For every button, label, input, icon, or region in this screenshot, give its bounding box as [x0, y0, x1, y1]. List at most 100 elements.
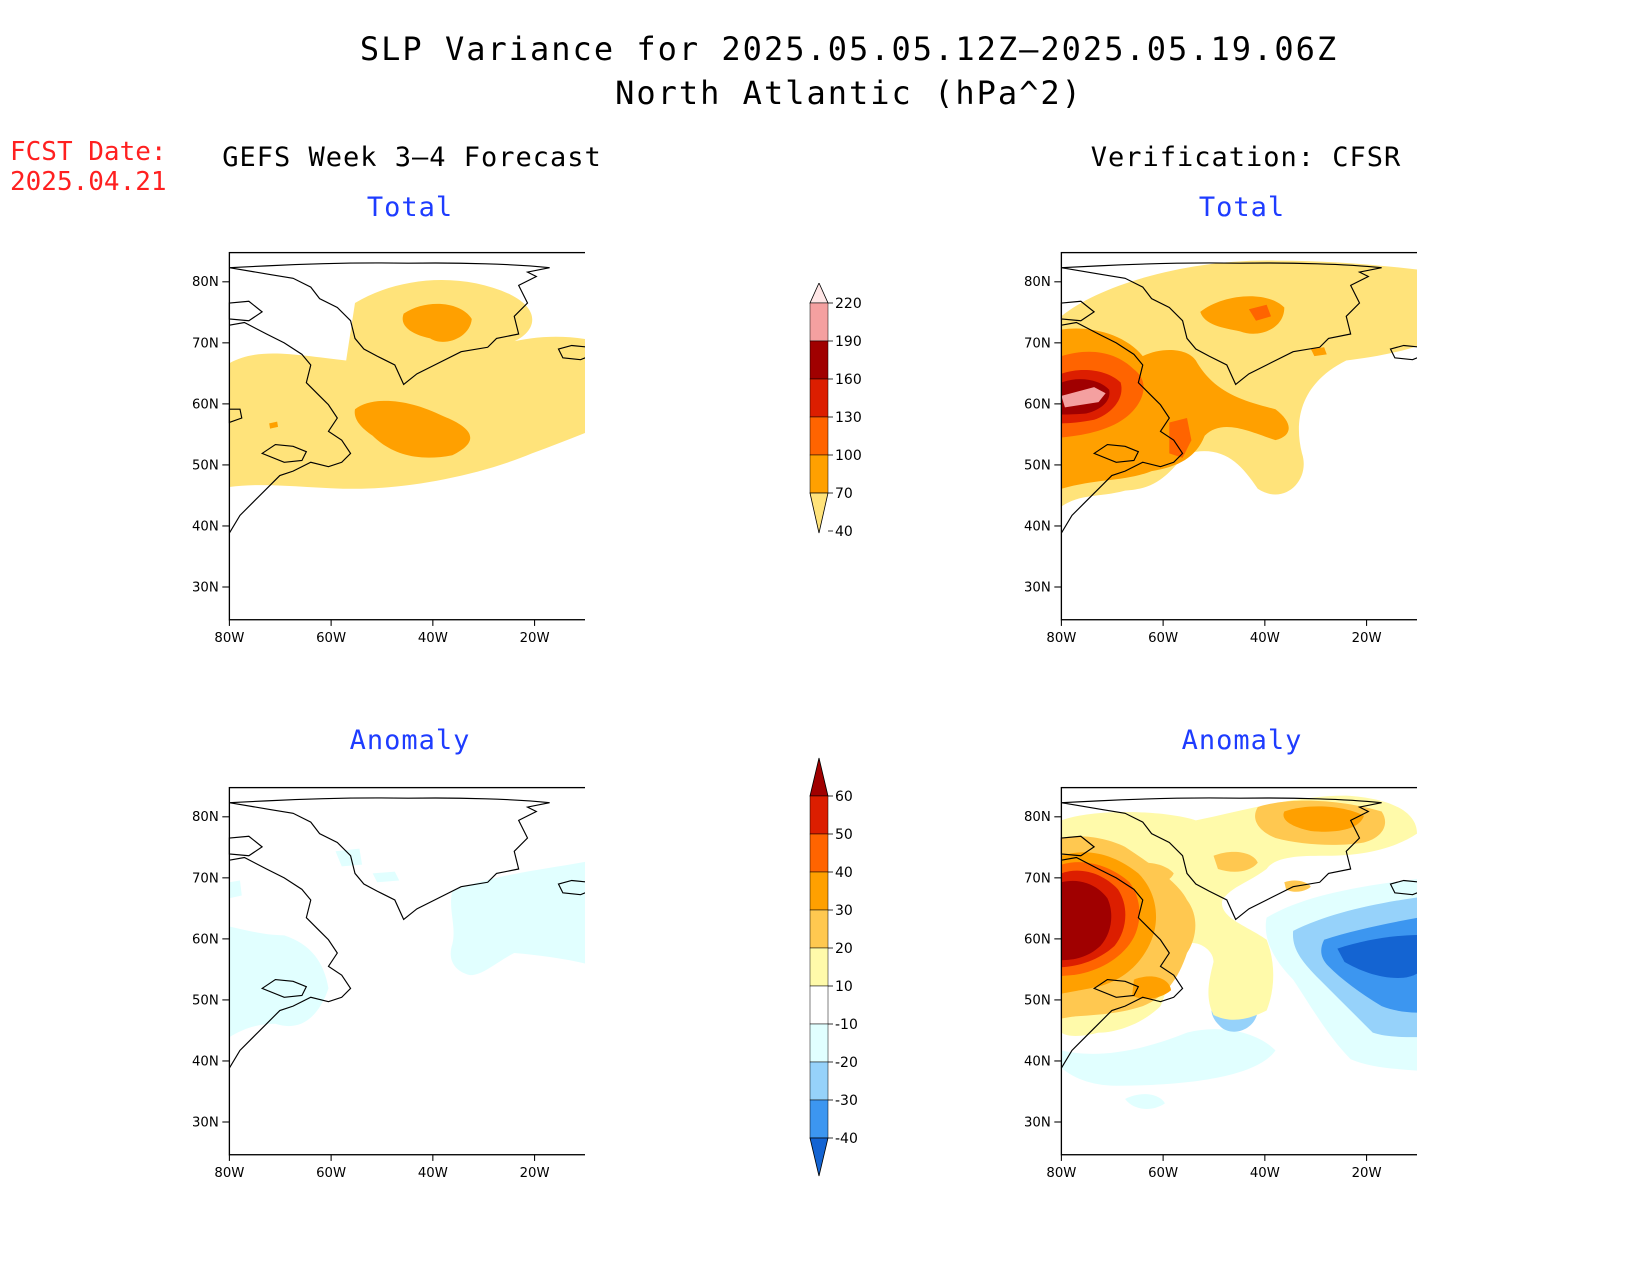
lon-tick-label: 20W [520, 1166, 550, 1181]
lat-tick-label: 70N [192, 336, 219, 351]
colorbar-segment [809, 454, 829, 494]
colorbar-level-label: 160 [835, 372, 862, 388]
lat-tick-label: 40N [192, 519, 219, 534]
coastlines [1060, 797, 1417, 1069]
lat-axis: 80N 70N 60N 50N 40N 30N [192, 275, 230, 595]
colorbar-segment [809, 833, 829, 873]
lon-tick-label: 20W [1352, 631, 1382, 646]
lat-tick-label: 80N [192, 275, 219, 290]
lon-axis: 80W60W40W20W0 [1046, 619, 1382, 646]
colorbar-bottom-arrow [809, 1137, 829, 1177]
lat-tick-label: 60N [1024, 397, 1051, 412]
colorbar-segment [809, 302, 829, 342]
lat-tick-label: 40N [192, 1054, 219, 1069]
fcst-date-value: 2025.04.21 [10, 167, 167, 197]
colorbar-level-label: -30 [835, 1093, 858, 1109]
contour-fill-190-220 [1061, 387, 1106, 408]
lon-tick-label: 40W [1250, 631, 1280, 646]
lon-tick-label: 80W [214, 631, 244, 646]
lat-tick-label: 60N [1024, 932, 1051, 947]
contour-fill-40-70 [229, 280, 585, 489]
lon-axis: 80W60W40W20W0 [214, 1154, 550, 1181]
colorbar-segment [809, 1061, 829, 1101]
lat-tick-label: 60N [192, 932, 219, 947]
lat-tick-label: 30N [192, 1115, 219, 1130]
colorbar-segment [809, 1023, 829, 1063]
colorbar-level-label: -20 [835, 1055, 858, 1071]
colorbar-segment [809, 1099, 829, 1139]
colorbar-level-label: 40 [835, 865, 853, 881]
colorbar-level-label: 100 [835, 448, 862, 464]
lat-tick-label: 50N [192, 458, 219, 473]
lon-tick-label: 80W [214, 1166, 244, 1181]
lat-tick-label: 80N [1024, 810, 1051, 825]
colorbar-segment [809, 795, 829, 835]
colorbar-top-arrow [809, 757, 829, 797]
lon-tick-label: 60W [316, 1166, 346, 1181]
colorbar-segment [809, 909, 829, 949]
colorbar-segment [809, 871, 829, 911]
colorbar-level-label: 220 [835, 296, 862, 312]
panel-title-forecast-total: Total [366, 192, 454, 223]
lat-tick-label: 70N [1024, 871, 1051, 886]
colorbar-level-label: 190 [835, 334, 862, 350]
colorbar-segment [809, 416, 829, 456]
lon-tick-label: 40W [418, 1166, 448, 1181]
column-title-forecast: GEFS Week 3–4 Forecast [222, 142, 602, 173]
colorbar-level-label: 60 [835, 789, 853, 805]
colorbar-level-label: 20 [835, 941, 853, 957]
lon-tick-label: 80W [1046, 1166, 1076, 1181]
colorbar-level-label: -40 [835, 1131, 858, 1147]
lat-tick-label: 50N [192, 993, 219, 1008]
colorbar-level-label: 30 [835, 903, 853, 919]
colorbar-level-label: 70 [835, 486, 853, 502]
lon-tick-label: 20W [1352, 1166, 1382, 1181]
panel-title-forecast-anomaly: Anomaly [349, 725, 471, 756]
contour-fill-below-neg40 [1337, 934, 1417, 978]
figure-title-line1: SLP Variance for 2025.05.05.12Z–2025.05.… [359, 30, 1339, 68]
panel-title-verification-anomaly: Anomaly [1181, 725, 1303, 756]
lat-tick-label: 30N [192, 580, 219, 595]
lat-tick-label: 40N [1024, 519, 1051, 534]
coastlines [1060, 262, 1417, 534]
lat-tick-label: 80N [192, 810, 219, 825]
lon-axis: 80W60W40W20W0 [214, 619, 550, 646]
fcst-date-label: FCST Date: [10, 137, 167, 167]
colorbar-segment [809, 985, 829, 1025]
contour-fill-neg20-neg10 [229, 848, 585, 1038]
lat-tick-label: 50N [1024, 458, 1051, 473]
coastlines [228, 262, 585, 534]
colorbar-segment [809, 378, 829, 418]
lon-tick-label: 40W [418, 631, 448, 646]
colorbar-total: 220 190 160 130 100 70 40 [809, 283, 862, 540]
coastlines [228, 797, 585, 1069]
colorbar-top-arrow [809, 283, 829, 304]
lon-tick-label: 40W [1250, 1166, 1280, 1181]
colorbar-level-label: 50 [835, 827, 853, 843]
lat-tick-label: 80N [1024, 275, 1051, 290]
colorbar-segment [809, 947, 829, 987]
lat-axis: 80N 70N 60N 50N 40N 30N [1024, 810, 1062, 1130]
lat-tick-label: 30N [1024, 580, 1051, 595]
lon-tick-label: 60W [1148, 1166, 1178, 1181]
figure-title-line2: North Atlantic (hPa^2) [615, 74, 1083, 112]
colorbar-bottom-arrow [809, 492, 829, 534]
lon-tick-label: 60W [1148, 631, 1178, 646]
lat-tick-label: 30N [1024, 1115, 1051, 1130]
contour-fill-above-60 [1061, 880, 1112, 961]
colorbar-level-label: 130 [835, 410, 862, 426]
lat-axis: 80N 70N 60N 50N 40N 30N [1024, 275, 1062, 595]
colorbar-anomaly: 60 50 40 30 20 10 -10 -20 -30 -40 [809, 757, 858, 1177]
lat-tick-label: 50N [1024, 993, 1051, 1008]
lat-axis: 80N 70N 60N 50N 40N 30N [192, 810, 230, 1130]
colorbar-segment [809, 340, 829, 380]
lon-axis: 80W60W40W20W0 [1046, 1154, 1382, 1181]
column-title-verification: Verification: CFSR [1090, 142, 1402, 173]
colorbar-level-label: -10 [835, 1017, 858, 1033]
lon-tick-label: 80W [1046, 631, 1076, 646]
lat-tick-label: 70N [192, 871, 219, 886]
lon-tick-label: 60W [316, 631, 346, 646]
